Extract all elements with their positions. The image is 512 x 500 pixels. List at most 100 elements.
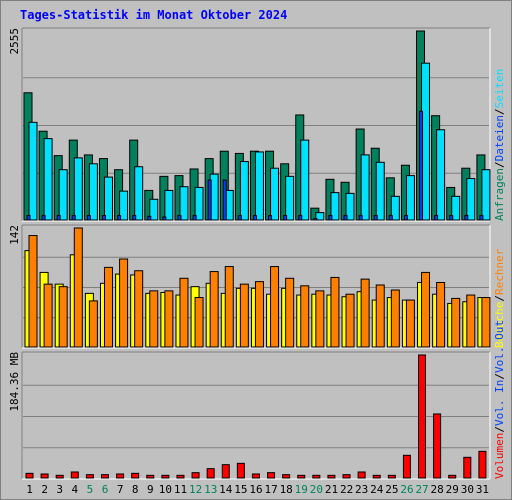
bar-files <box>388 215 393 221</box>
x-tick-label: 27 <box>415 483 428 496</box>
bar-pages <box>164 189 174 221</box>
legend-entry: Seiten <box>493 69 506 109</box>
bar-files <box>252 215 257 221</box>
bar-files <box>464 215 469 221</box>
x-tick-label: 13 <box>204 483 217 496</box>
x-tick-label: 17 <box>264 483 277 496</box>
bar-volume <box>251 473 260 479</box>
legend-middle: Besuche/Rechner <box>493 248 506 348</box>
legend-separator: / <box>493 161 506 168</box>
x-tick-label: 30 <box>461 483 474 496</box>
legend-entry: Vol. Out <box>493 320 506 373</box>
bar-sites <box>224 266 234 348</box>
legend-entry: Besuche <box>493 302 506 348</box>
x-tick-label: 8 <box>132 483 139 496</box>
bar-volume <box>206 468 215 479</box>
bar-pages <box>481 169 491 221</box>
bar-files <box>56 215 61 221</box>
bar-pages <box>134 166 144 221</box>
bar-volume <box>70 471 79 479</box>
bar-pages <box>73 157 83 221</box>
x-tick-label: 21 <box>325 483 338 496</box>
chart-title: Tages-Statistik im Monat Oktober 2024 <box>20 8 288 22</box>
bar-sites <box>179 277 189 348</box>
bar-sites <box>390 289 400 348</box>
bar-volume <box>327 474 336 479</box>
bar-files <box>358 215 363 221</box>
bar-sites <box>209 271 219 348</box>
bar-files <box>283 215 288 221</box>
x-tick-label: 5 <box>87 483 94 496</box>
bar-volume <box>85 474 94 479</box>
bar-volume <box>267 472 276 479</box>
legend-separator: / <box>493 426 506 433</box>
bar-files <box>86 215 91 221</box>
bar-sites <box>88 300 98 348</box>
bar-pages <box>58 169 68 221</box>
bar-volume <box>146 474 155 479</box>
bar-volume <box>357 471 366 479</box>
legend-top: Anfragen/Dateien/Seiten <box>493 69 506 221</box>
bar-files <box>71 215 76 221</box>
y-max-label: 142 <box>8 225 21 245</box>
bar-volume <box>40 473 49 479</box>
bar-pages <box>466 178 476 221</box>
x-tick-label: 7 <box>117 483 124 496</box>
bar-pages <box>390 195 400 221</box>
x-tick-label: 16 <box>249 483 262 496</box>
bar-volume <box>25 472 34 479</box>
x-tick-label: 4 <box>72 483 79 496</box>
bar-volume <box>372 474 381 479</box>
bar-volume <box>478 450 487 479</box>
bar-sites <box>481 297 491 348</box>
x-tick-label: 6 <box>102 483 109 496</box>
bar-volume <box>342 474 351 479</box>
bar-sites <box>103 266 113 348</box>
bar-pages <box>360 154 370 221</box>
bar-files <box>298 215 303 221</box>
bar-sites <box>405 299 415 348</box>
x-tick-label: 15 <box>234 483 247 496</box>
bar-pages <box>239 161 249 221</box>
bar-files <box>162 216 167 221</box>
bar-pages <box>405 175 415 221</box>
bar-pages <box>315 212 325 221</box>
x-tick-label: 10 <box>159 483 172 496</box>
bar-pages <box>119 190 129 221</box>
bar-pages <box>330 192 340 221</box>
y-max-label: 2555 <box>8 28 21 55</box>
x-tick-label: 19 <box>295 483 308 496</box>
bar-volume <box>221 464 230 479</box>
bar-files <box>177 215 182 221</box>
bar-pages <box>270 167 280 221</box>
x-tick-label: 26 <box>400 483 413 496</box>
bar-pages <box>88 163 98 221</box>
bar-volume <box>100 474 109 479</box>
bar-volume <box>131 472 140 479</box>
bar-sites <box>28 235 38 348</box>
bar-pages <box>436 129 446 221</box>
bar-sites <box>164 290 174 348</box>
bar-sites <box>300 285 310 348</box>
bar-sites <box>285 277 295 348</box>
bar-sites <box>270 266 280 348</box>
legend-entry: Rechner <box>493 248 506 295</box>
legend-separator: / <box>493 295 506 302</box>
x-tick-label: 11 <box>174 483 187 496</box>
bar-sites <box>134 270 144 348</box>
bar-files <box>449 215 454 221</box>
legend-entry: Anfragen <box>493 168 506 221</box>
bar-files <box>313 218 318 221</box>
x-tick-label: 28 <box>431 483 444 496</box>
bar-files <box>343 215 348 221</box>
bar-sites <box>345 293 355 348</box>
bar-files <box>117 215 122 221</box>
x-tick-label: 29 <box>446 483 459 496</box>
bar-files <box>237 215 242 221</box>
bar-sites <box>119 258 129 348</box>
bar-volume <box>161 474 170 479</box>
legend-separator: / <box>493 373 506 380</box>
bar-volume <box>448 474 457 479</box>
bar-volume <box>191 472 200 479</box>
panel-bottom <box>22 352 490 479</box>
